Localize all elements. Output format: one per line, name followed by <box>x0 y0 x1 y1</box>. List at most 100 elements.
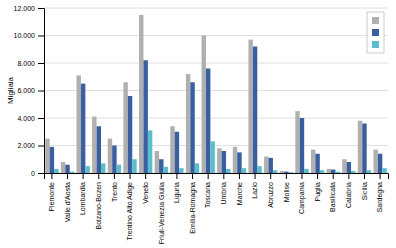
bar <box>61 162 65 173</box>
x-tick-mark <box>208 173 209 179</box>
x-tick-mark <box>145 173 146 179</box>
y-tick-label: 8.000 <box>17 60 35 67</box>
x-tick-label: Sardegna <box>376 182 384 212</box>
bar <box>358 121 362 173</box>
x-tick-mark <box>192 173 193 179</box>
x-tick-mark <box>223 173 224 179</box>
bar <box>65 165 69 173</box>
bar <box>335 172 339 173</box>
bar <box>206 69 210 174</box>
bar <box>253 47 257 174</box>
bar-series <box>50 47 383 174</box>
bar <box>327 169 331 173</box>
y-tick-mark <box>38 91 44 92</box>
x-tick-mark <box>239 173 240 179</box>
bar <box>222 151 226 173</box>
grid <box>44 8 388 173</box>
bar <box>289 172 293 173</box>
x-tick: Trento <box>111 173 118 202</box>
x-tick-mark <box>83 173 84 179</box>
y-axis: 02.0004.0006.0008.00010.00012.000 <box>14 5 45 177</box>
bar <box>233 147 237 173</box>
x-tick-mark <box>348 173 349 179</box>
x-tick-mark <box>67 173 68 179</box>
bar <box>202 36 206 174</box>
bar <box>148 130 152 173</box>
y-tick-mark <box>38 8 44 9</box>
bar <box>54 169 58 173</box>
y-tick: 2.000 <box>17 142 44 149</box>
x-tick: Campania <box>298 173 306 214</box>
legend-swatch <box>372 29 379 36</box>
bar <box>108 139 112 173</box>
y-tick-label: 0 <box>31 170 35 177</box>
bar <box>273 170 277 173</box>
x-tick-label: Friuli-Venezia Giulia <box>158 182 165 244</box>
x-tick: Valle d'Aosta <box>64 173 71 222</box>
bar <box>159 159 163 173</box>
bar <box>186 74 190 173</box>
bar <box>77 75 81 173</box>
x-tick: Toscana <box>204 173 211 208</box>
x-tick-mark <box>51 173 52 179</box>
bar <box>295 111 299 173</box>
x-tick: Trentino Alto Adige <box>126 173 134 241</box>
bar <box>70 172 74 173</box>
y-axis-line <box>38 9 45 174</box>
y-tick-mark <box>38 36 44 37</box>
bar <box>179 168 183 173</box>
legend-frame <box>367 12 384 53</box>
x-tick-label: Molise <box>283 182 290 202</box>
bar <box>311 150 315 173</box>
bar <box>382 168 386 173</box>
x-tick-mark <box>364 173 365 179</box>
y-tick-mark <box>38 63 44 64</box>
bar <box>264 157 268 174</box>
bar <box>195 163 199 173</box>
y-tick-label: 10.000 <box>14 32 36 39</box>
bar <box>123 82 127 173</box>
bar <box>97 126 101 173</box>
x-tick: Emilia-Romagna <box>189 173 197 234</box>
x-tick-label: Umbria <box>220 182 227 205</box>
bar <box>170 126 174 173</box>
x-tick-label: Veneto <box>142 182 149 204</box>
bar <box>101 163 105 173</box>
x-tick: Molise <box>283 173 290 202</box>
x-tick: Umbria <box>220 173 227 205</box>
bar <box>217 148 221 173</box>
y-tick-label: 2.000 <box>17 142 35 149</box>
y-axis-title: Migliaia <box>6 76 15 104</box>
x-tick-label: Bolzano-Bozen <box>95 182 102 230</box>
bar <box>378 154 382 173</box>
bar <box>210 141 214 173</box>
bar <box>117 165 121 173</box>
y-tick: 4.000 <box>17 115 44 122</box>
x-tick: Basilicata <box>329 173 336 212</box>
bar <box>280 171 284 173</box>
bar <box>347 162 351 173</box>
grid-line <box>44 90 388 91</box>
bar <box>331 170 335 173</box>
bar-series <box>45 15 378 173</box>
bar <box>284 172 288 173</box>
bar <box>45 139 49 173</box>
bar <box>139 15 143 173</box>
x-tick-mark <box>130 173 131 179</box>
bar <box>128 96 132 173</box>
bar-series <box>54 130 387 173</box>
legend <box>367 12 384 53</box>
x-tick-label: Sicilia <box>361 182 368 200</box>
bar <box>164 167 168 173</box>
x-tick-label: Abruzzo <box>267 182 274 208</box>
x-tick-label: Campania <box>298 182 306 214</box>
x-tick: Sicilia <box>361 173 368 200</box>
legend-swatch <box>372 41 379 48</box>
x-tick-mark <box>176 173 177 179</box>
bar <box>342 159 346 173</box>
x-axis: PiemonteValle d'AostaLombardiaBolzano-Bo… <box>45 173 389 244</box>
y-tick-label: 6.000 <box>17 87 35 94</box>
x-tick-label: Toscana <box>204 182 211 208</box>
x-tick: Lazio <box>251 173 258 199</box>
x-tick-label: Trentino Alto Adige <box>126 182 134 241</box>
